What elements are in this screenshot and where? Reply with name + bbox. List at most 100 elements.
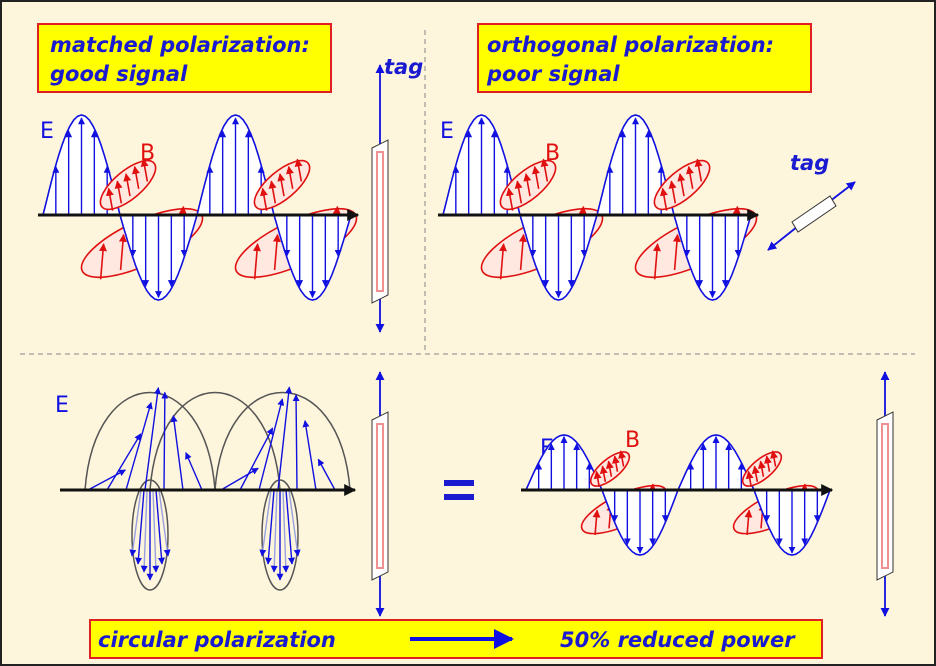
e-arrow [277,386,293,491]
e-arrow [317,458,336,491]
b-arrow [294,158,303,182]
caption-box [477,23,812,93]
b-arrow [132,165,140,189]
e-arrow [258,398,285,491]
b-arrow [653,243,661,280]
b-arrow [686,165,694,189]
e-arrow [161,391,169,491]
envelope [214,391,351,491]
b-arrow [114,180,123,204]
e-arrow [106,433,142,491]
e-arrow [239,427,274,491]
b-arrow [518,233,527,271]
e-arrow [152,489,160,573]
e-arrow [285,489,295,565]
b-arrow [272,233,281,271]
e-arrow [125,401,153,491]
b-arrow [532,165,540,189]
b-arrow [499,243,507,280]
e-arrow [270,489,278,573]
e-label: E [40,119,54,144]
e-arrow [185,452,203,491]
tag-antenna [376,423,384,569]
b-arrow [540,158,549,182]
e-arrow [170,414,184,491]
e-arrow [288,489,301,557]
b-arrow [659,187,668,211]
b-arrow [140,158,149,182]
b-arrow [757,460,766,477]
caption: matched polarization: [50,33,310,57]
b-arrow [105,187,114,211]
b-lobe [741,450,783,488]
caption: good signal [50,62,188,86]
b-lobe [589,450,631,488]
e-arrow [158,489,171,557]
footer-left: circular polarization [98,628,336,652]
b-arrow [770,450,778,467]
envelope [261,479,299,591]
tag [791,195,837,233]
b-arrow [694,158,703,182]
tag [371,139,389,304]
e-label: E [440,119,454,144]
e-arrow [144,386,161,491]
equals [444,494,474,500]
b-lobe [99,158,157,211]
b-arrow [286,165,294,189]
b-arrow [123,173,132,197]
e-arrow [292,394,300,491]
tag-label: tag [790,151,829,175]
b-arrow [514,180,523,204]
caption: orthogonal polarization: [487,33,774,57]
b-arrow [744,509,753,536]
b-arrow [593,470,602,488]
b-arrow [253,243,261,280]
b-arrow [277,173,286,197]
e-arrow [220,467,259,491]
e-arrow [259,489,272,557]
e-arrow [129,489,142,557]
b-arrow [605,460,614,477]
e-arrow [282,489,290,573]
tag-label: tag [384,55,423,79]
envelope [131,479,169,591]
e-arrow [302,420,317,491]
caption-box [37,23,332,93]
tag [876,411,894,581]
b-label: B [545,141,560,166]
b-arrow [612,455,620,472]
tag [371,411,389,581]
b-label: B [625,428,640,453]
b-arrow [505,187,514,211]
b-arrow [592,509,601,536]
b-lobe [653,158,711,211]
e-label: E [55,393,69,418]
tag-antenna [881,423,889,569]
b-arrow [259,187,268,211]
b-arrow [268,180,277,204]
caption: poor signal [486,62,620,86]
e-arrow [265,489,275,565]
e-arrow [135,489,145,565]
b-arrow [99,243,107,280]
b-arrow [764,455,772,472]
b-arrow [672,233,681,271]
e-arrow [140,489,148,573]
envelope [84,391,216,491]
b-arrow [745,470,754,488]
b-arrow [599,465,608,483]
b-arrow [118,233,127,271]
tag-antenna [376,151,384,292]
e-arrow [87,469,127,491]
b-arrow [668,180,677,204]
b-lobe [499,158,557,211]
b-arrow [523,173,532,197]
footer-right: 50% reduced power [560,628,796,652]
b-arrow [751,465,760,483]
e-arrow [155,489,165,565]
b-arrow [618,450,626,467]
equals [444,480,474,486]
